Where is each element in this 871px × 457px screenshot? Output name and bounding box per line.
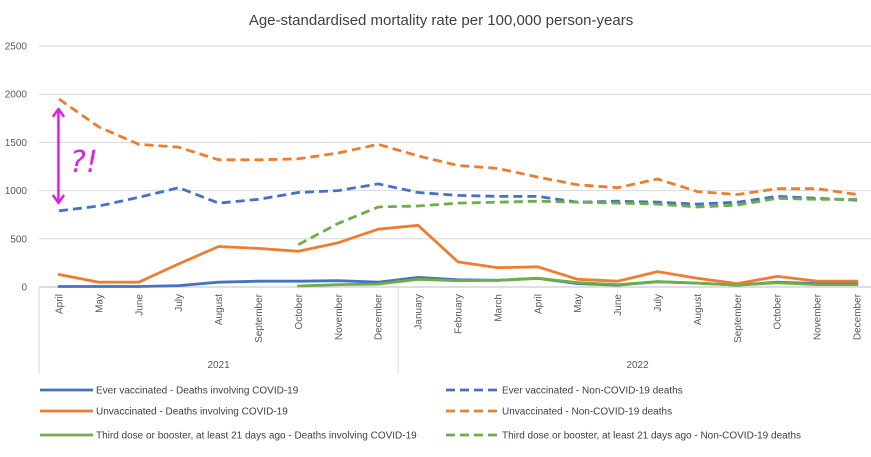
legend-label: Unvaccinated - Non-COVID-19 deaths [502,407,672,418]
y-tick-label: 2000 [5,90,28,101]
x-tick-label: August [693,294,704,325]
x-tick-label: May [94,294,105,313]
x-tick-label: April [54,294,65,314]
legend-label: Unvaccinated - Deaths involving COVID-19 [96,407,288,418]
x-tick-label: September [254,293,265,343]
gridlines [39,45,871,240]
x-tick-label: September [733,293,744,343]
y-axis: 0 500 1000 1500 2000 2500 [5,42,28,294]
x-tick-label: March [493,294,504,322]
year-label: 2022 [626,360,649,371]
series-line-6 [297,196,857,246]
x-tick-label: May [573,294,584,313]
year-label: 2021 [207,360,230,371]
legend: Ever vaccinated - Deaths involving COVID… [40,386,801,442]
series-line-2 [58,182,858,213]
x-tick-label: December [853,293,864,340]
legend-label: Ever vaccinated - Non-COVID-19 deaths [502,386,683,397]
legend-label: Third dose or booster, at least 21 days … [502,431,801,442]
annotation: ?! [52,107,98,205]
annotation-text: ?! [70,145,98,180]
x-tick-label: October [294,293,305,329]
series-line-5 [297,276,859,288]
annotation-arrowhead-up [52,107,65,118]
x-tick-label: October [773,293,784,329]
x-tick-label: June [613,294,624,316]
legend-label: Ever vaccinated - Deaths involving COVID… [96,386,299,397]
chart-title: Age-standardised mortality rate per 100,… [249,12,633,29]
x-tick-label: July [174,294,185,312]
y-tick-label: 0 [21,283,27,294]
x-tick-label: November [813,293,824,340]
series-line-3 [57,223,859,285]
x-tick-label: July [653,294,664,312]
y-tick-label: 1500 [5,138,28,149]
x-tick-label: January [414,294,425,330]
x-tick-label: February [454,294,465,334]
y-tick-label: 1000 [5,186,28,197]
x-tick-label: August [214,294,225,325]
annotation-arrowhead-down [52,194,65,205]
x-tick-label: June [134,294,145,316]
legend-label: Third dose or booster, at least 21 days … [96,431,417,442]
y-tick-label: 500 [10,234,27,245]
x-tick-label: November [334,293,345,340]
y-tick-label: 2500 [5,42,28,53]
x-tick-label: December [374,293,385,340]
series-lines [57,97,859,288]
series-line-4 [58,97,858,196]
x-tick-label: April [533,294,544,314]
